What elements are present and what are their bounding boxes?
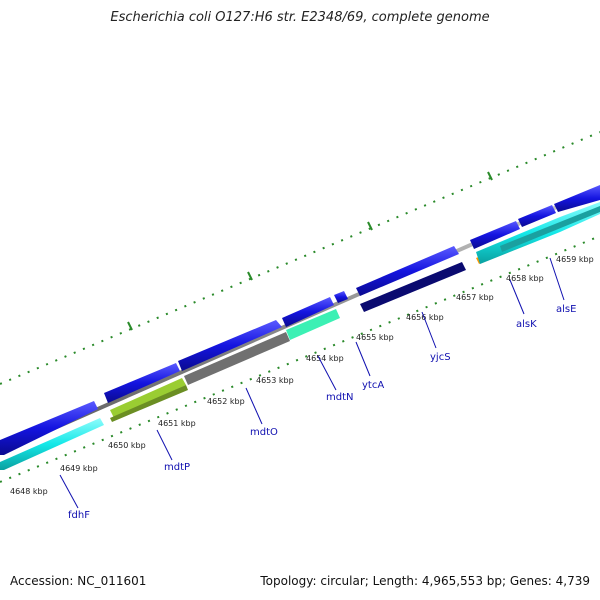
gene-label-mdtO: mdtO [250, 427, 278, 438]
gene-label-alsE: alsE [556, 304, 576, 315]
tick-major [127, 321, 133, 331]
map-title: Escherichia coli O127:H6 str. E2348/69, … [110, 10, 490, 25]
gene-label-fdhF: fdhF [68, 510, 90, 521]
forward-strand-cds [0, 185, 600, 455]
gene-label-mdtN: mdtN [326, 392, 354, 403]
kbp-label: 4649 kbp [60, 464, 98, 473]
gene-label-alsK: alsK [516, 319, 537, 330]
inner-tick-track [0, 235, 600, 483]
gene-label-mdtP: mdtP [164, 462, 190, 473]
kbp-label: 4659 kbp [556, 255, 594, 264]
kbp-label: 4654 kbp [306, 354, 344, 363]
forward-cds [470, 221, 520, 249]
reverse-cds-yjcS [360, 262, 466, 312]
gc-skew-track [0, 131, 600, 385]
kbp-label: 4652 kbp [207, 397, 245, 406]
gene-label-ytcA: ytcA [362, 380, 384, 391]
reverse-cds-mdtP-dark [110, 385, 188, 422]
kbp-labels: 4648 kbp 4649 kbp 4650 kbp 4651 kbp 4652… [10, 255, 594, 496]
kbp-label: 4653 kbp [256, 376, 294, 385]
gene-leaders [59, 257, 565, 509]
forward-cds [104, 363, 180, 403]
kbp-label: 4648 kbp [10, 487, 48, 496]
kbp-label: 4656 kbp [406, 313, 444, 322]
reverse-cds-mdtN [286, 309, 340, 340]
kbp-label: 4657 kbp [456, 293, 494, 302]
forward-cds [518, 205, 556, 227]
reverse-cds-teal [500, 206, 600, 252]
forward-cds [334, 291, 348, 303]
kbp-label: 4655 kbp [356, 333, 394, 342]
gene-label-yjcS: yjcS [430, 352, 451, 363]
topology-label: Topology: circular; Length: 4,965,553 bp… [260, 574, 590, 588]
accession-label: Accession: NC_011601 [10, 574, 147, 588]
gene-labels: fdhF mdtP mdtO mdtN ytcA yjcS alsK alsE [68, 304, 576, 521]
kbp-label: 4658 kbp [506, 274, 544, 283]
forward-cds [0, 401, 98, 455]
reverse-cds-fdhF [0, 418, 104, 470]
forward-cds [554, 185, 600, 212]
reverse-strand-cds [0, 202, 600, 470]
forward-cds [282, 297, 334, 327]
kbp-label: 4651 kbp [158, 419, 196, 428]
forward-cds [178, 320, 282, 371]
forward-cds [356, 246, 459, 296]
kbp-label: 4650 kbp [108, 441, 146, 450]
reverse-cds-mdtO [184, 332, 290, 385]
reverse-cds-mdtP [110, 378, 186, 418]
